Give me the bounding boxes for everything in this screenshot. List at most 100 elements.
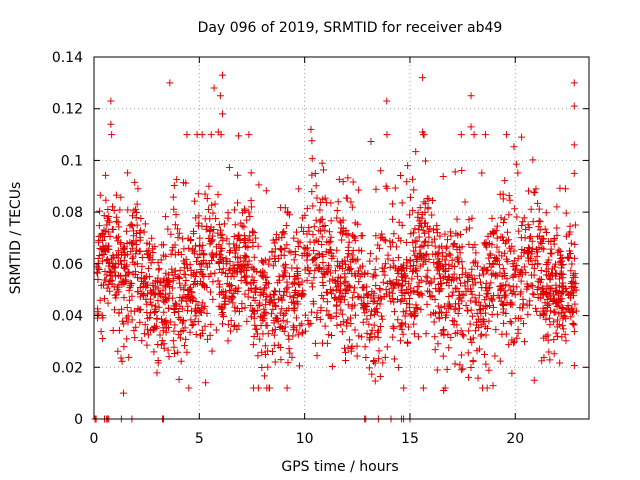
- data-point: [250, 228, 258, 236]
- data-point: [191, 197, 199, 205]
- data-point: [231, 321, 239, 329]
- data-point: [553, 332, 561, 340]
- data-point: [543, 307, 551, 315]
- data-point: [218, 268, 226, 276]
- data-point: [327, 290, 335, 298]
- data-point: [251, 297, 259, 305]
- data-point: [562, 315, 570, 323]
- data-point: [427, 311, 435, 319]
- data-point: [537, 267, 545, 275]
- data-point: [121, 244, 129, 252]
- data-point: [335, 294, 343, 302]
- data-point: [199, 241, 207, 249]
- data-point: [508, 242, 516, 250]
- data-point: [553, 270, 561, 278]
- data-point: [184, 264, 192, 272]
- data-point: [572, 286, 580, 294]
- data-point: [97, 328, 105, 336]
- data-point: [570, 102, 578, 110]
- data-point: [235, 244, 243, 252]
- data-point: [361, 343, 369, 351]
- data-point: [96, 207, 104, 215]
- data-point: [283, 288, 291, 296]
- data-point: [337, 306, 345, 314]
- data-point: [264, 363, 272, 371]
- data-point: [251, 288, 259, 296]
- data-point: [308, 137, 316, 145]
- data-point: [489, 269, 497, 277]
- data-point: [558, 295, 566, 303]
- data-point: [476, 278, 484, 286]
- data-point: [141, 220, 149, 228]
- data-point: [372, 232, 380, 240]
- data-point: [172, 301, 180, 309]
- data-point: [244, 264, 252, 272]
- data-point: [123, 227, 131, 235]
- data-point: [133, 260, 141, 268]
- data-point: [229, 294, 237, 302]
- data-point: [389, 238, 397, 246]
- data-point: [129, 258, 137, 266]
- data-point: [501, 177, 509, 185]
- data-point: [530, 376, 538, 384]
- data-point: [333, 257, 341, 265]
- data-point: [272, 303, 280, 311]
- data-point: [217, 303, 225, 311]
- data-point: [485, 317, 493, 325]
- data-point: [145, 240, 153, 248]
- data-point: [170, 343, 178, 351]
- data-point: [314, 250, 322, 258]
- data-point: [484, 232, 492, 240]
- data-point: [255, 302, 263, 310]
- data-point: [116, 206, 124, 214]
- data-point: [235, 132, 243, 140]
- data-point: [190, 249, 198, 257]
- data-point: [548, 250, 556, 258]
- data-point: [225, 164, 233, 172]
- data-point: [180, 293, 188, 301]
- data-point: [247, 279, 255, 287]
- data-point: [185, 244, 193, 252]
- data-point: [327, 233, 335, 241]
- data-point: [436, 270, 444, 278]
- data-point: [567, 313, 575, 321]
- data-point: [169, 277, 177, 285]
- data-point: [115, 223, 123, 231]
- data-point: [547, 238, 555, 246]
- data-point: [350, 284, 358, 292]
- data-point: [517, 314, 525, 322]
- data-point: [323, 307, 331, 315]
- data-point: [511, 270, 519, 278]
- data-point: [220, 300, 228, 308]
- data-point: [499, 236, 507, 244]
- data-point: [458, 166, 466, 174]
- data-point: [319, 295, 327, 303]
- data-point: [182, 255, 190, 263]
- data-point: [280, 228, 288, 236]
- data-point: [183, 348, 191, 356]
- data-point: [328, 332, 336, 340]
- data-point: [303, 276, 311, 284]
- data-point: [440, 387, 448, 395]
- data-point: [154, 356, 162, 364]
- data-point: [283, 318, 291, 326]
- data-point: [224, 337, 232, 345]
- data-point: [423, 223, 431, 231]
- data-point: [500, 319, 508, 327]
- data-point: [278, 296, 286, 304]
- data-point: [489, 228, 497, 236]
- data-point: [520, 320, 528, 328]
- data-point: [390, 308, 398, 316]
- data-point: [140, 330, 148, 338]
- data-point: [438, 242, 446, 250]
- data-point: [305, 250, 313, 258]
- data-point: [158, 337, 166, 345]
- data-point: [137, 306, 145, 314]
- data-point: [336, 217, 344, 225]
- data-point: [249, 341, 257, 349]
- data-point: [514, 169, 522, 177]
- data-point: [130, 207, 138, 215]
- data-point: [313, 314, 321, 322]
- data-point: [308, 188, 316, 196]
- data-point: [176, 334, 184, 342]
